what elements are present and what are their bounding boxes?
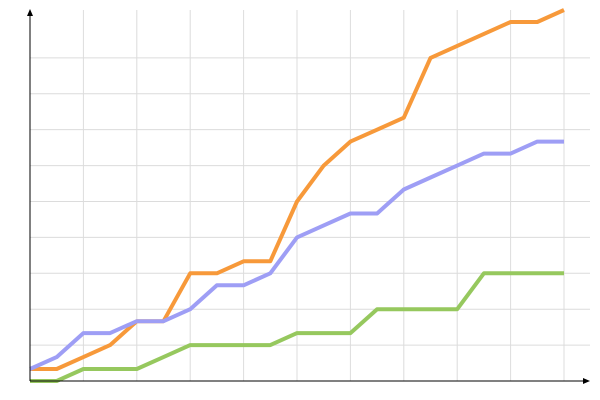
grid	[30, 10, 590, 381]
line-series	[30, 271, 564, 383]
line-series	[29, 139, 564, 371]
y-axis-arrow	[27, 9, 33, 16]
line-series	[30, 8, 565, 371]
x-axis-arrow	[583, 378, 590, 384]
plot-area	[29, 8, 565, 383]
